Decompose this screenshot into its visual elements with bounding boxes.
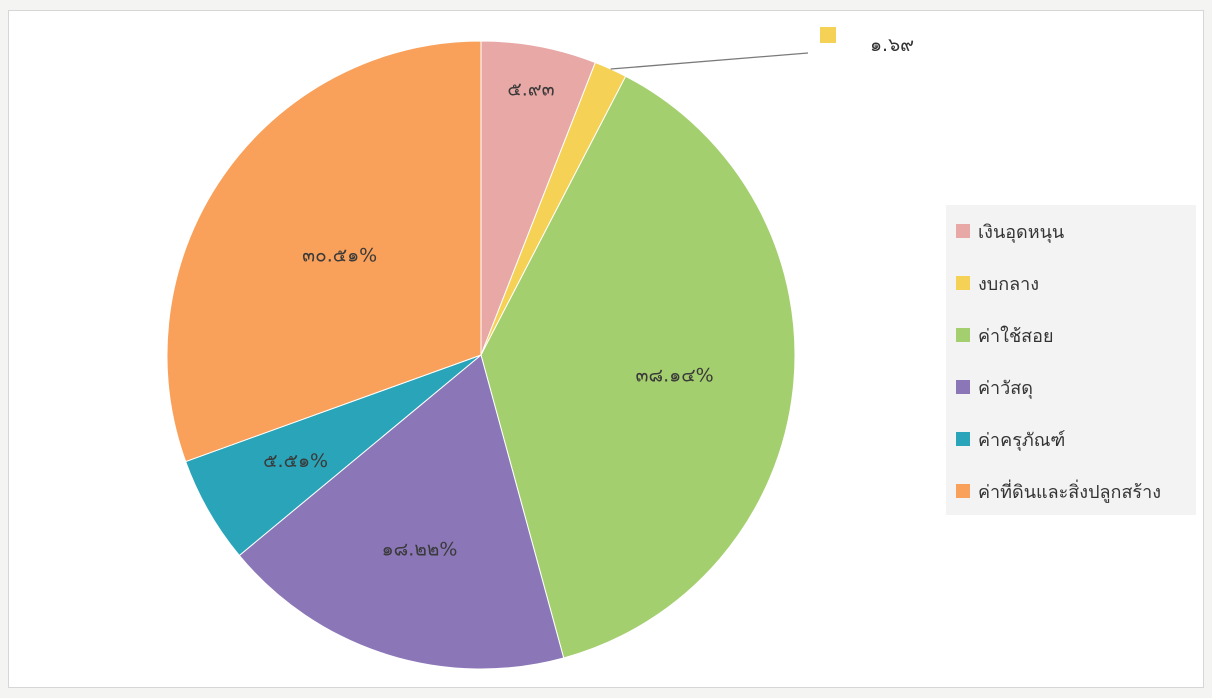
slice-label-operating-expenses: ๓๘.๑๔% bbox=[635, 365, 713, 387]
legend-item-subsidy: เงินอุดหนุน bbox=[956, 217, 1064, 245]
legend-swatch bbox=[956, 328, 970, 342]
legend-swatch bbox=[956, 276, 970, 290]
legend-swatch bbox=[956, 224, 970, 238]
legend-item-operating-expenses: ค่าใช้สอย bbox=[956, 321, 1054, 349]
slice-label-land-buildings: ๓๐.๕๑% bbox=[302, 245, 377, 267]
pie-slice-operating-expenses bbox=[480, 75, 796, 659]
pie-slice-materials bbox=[238, 354, 565, 670]
legend-swatch bbox=[956, 484, 970, 498]
legend-label: งบกลาง bbox=[978, 273, 1040, 295]
legend-label: ค่าใช้สอย bbox=[978, 325, 1054, 347]
slice-label-subsidy: ๕.๙๓ bbox=[507, 79, 554, 101]
pie-slices bbox=[166, 40, 796, 670]
legend-item-materials: ค่าวัสดุ bbox=[956, 373, 1033, 401]
legend: เงินอุดหนุน งบกลาง ค่าใช้สอย ค่าวัสดุ ค่… bbox=[946, 205, 1196, 515]
callout-leader-line bbox=[610, 52, 809, 70]
callout-label: ๑.๖๙ bbox=[870, 34, 915, 56]
slice-label-materials: ๑๘.๒๒% bbox=[382, 539, 458, 561]
legend-label: ค่าที่ดินและสิ่งปลูกสร้าง bbox=[978, 481, 1161, 503]
legend-swatch bbox=[956, 380, 970, 394]
legend-item-land-buildings: ค่าที่ดินและสิ่งปลูกสร้าง bbox=[956, 477, 1161, 505]
callout-swatch bbox=[820, 27, 836, 43]
slice-label-equipment: ๕.๕๑% bbox=[263, 450, 328, 472]
legend-swatch bbox=[956, 432, 970, 446]
legend-label: ค่าครุภัณฑ์ bbox=[978, 429, 1066, 451]
legend-item-central-budget: งบกลาง bbox=[956, 269, 1039, 297]
legend-item-equipment: ค่าครุภัณฑ์ bbox=[956, 425, 1065, 453]
pie-slice-land-buildings bbox=[166, 40, 482, 463]
legend-label: ค่าวัสดุ bbox=[978, 377, 1033, 399]
legend-label: เงินอุดหนุน bbox=[978, 221, 1065, 243]
